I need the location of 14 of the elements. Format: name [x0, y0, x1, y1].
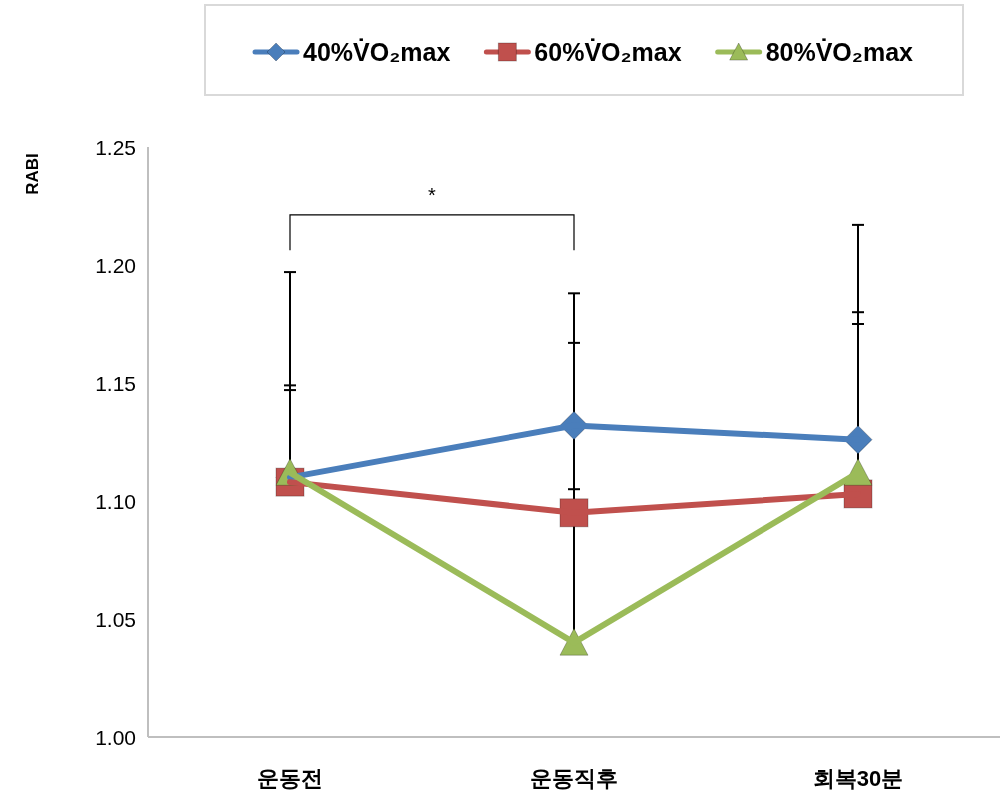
legend-label: 80%V̇O₂max	[765, 38, 914, 66]
y-tick-label: 1.00	[95, 725, 136, 749]
y-tick-label: 1.05	[95, 607, 136, 631]
y-tick-label: 1.10	[95, 489, 136, 513]
legend-label: 40%V̇O₂max	[303, 38, 451, 66]
y-axis-title: RABI	[22, 153, 42, 195]
y-tick-label: 1.25	[95, 135, 136, 159]
x-tick-label: 회복30분	[812, 765, 904, 791]
y-tick-label: 1.15	[95, 371, 136, 395]
x-tick-label: 운동직후	[530, 765, 618, 791]
legend-label: 60%V̇O₂max	[534, 38, 682, 66]
y-tick-label: 1.20	[95, 253, 136, 277]
annotation: *	[428, 183, 436, 206]
x-tick-label: 운동전	[257, 765, 323, 791]
